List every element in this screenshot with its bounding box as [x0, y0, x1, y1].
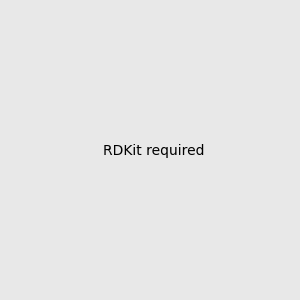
Text: RDKit required: RDKit required	[103, 145, 205, 158]
